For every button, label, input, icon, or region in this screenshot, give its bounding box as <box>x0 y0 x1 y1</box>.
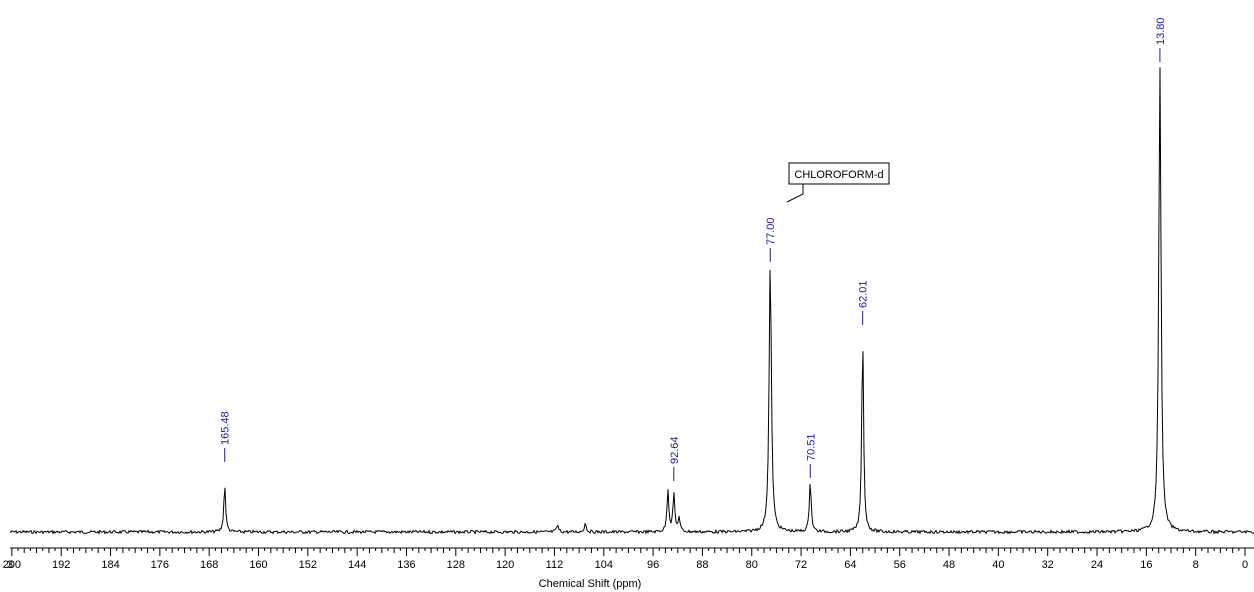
svg-text:165.48: 165.48 <box>220 411 232 445</box>
x-axis-tick-marks <box>11 548 1246 556</box>
x-tick-label: 96 <box>647 559 659 571</box>
x-tick-label: 24 <box>1091 559 1103 571</box>
x-tick-label: 72 <box>795 559 807 571</box>
peak-label: 62.01 <box>858 280 870 325</box>
x-tick-label: 120 <box>496 559 514 571</box>
x-axis-title: Chemical Shift (ppm) <box>539 578 642 590</box>
peak-label: 13.80 <box>1155 17 1167 62</box>
x-tick-label: 80 <box>746 559 758 571</box>
x-tick-label: 88 <box>696 559 708 571</box>
peak-label: 77.00 <box>765 217 777 262</box>
x-tick-label: 112 <box>546 559 564 571</box>
x-tick-label: 152 <box>299 559 317 571</box>
x-tick-label: 32 <box>1042 559 1054 571</box>
solvent-label: CHLOROFORM-d <box>794 169 883 181</box>
svg-text:70.51: 70.51 <box>805 433 817 461</box>
x-tick-label: 56 <box>894 559 906 571</box>
peak-label: 70.51 <box>805 433 817 478</box>
spectrum-line <box>9 67 1254 535</box>
x-tick-label: 200 <box>3 559 21 571</box>
x-tick-label: 136 <box>397 559 415 571</box>
x-tick-label: 40 <box>992 559 1004 571</box>
x-tick-label: 3 <box>7 559 13 571</box>
x-tick-label: 8 <box>1193 559 1199 571</box>
peak-labels: 165.48 92.64 77.00 70.51 62.01 13.80 <box>220 17 1167 481</box>
x-tick-label: 16 <box>1140 559 1152 571</box>
x-tick-label: 128 <box>447 559 465 571</box>
peak-label: 92.64 <box>669 436 681 481</box>
solvent-label-leader <box>786 184 804 203</box>
svg-text:77.00: 77.00 <box>765 217 777 245</box>
solvent-annotation: CHLOROFORM-d <box>786 162 890 203</box>
solvent-label-box <box>788 162 890 185</box>
x-tick-label: 176 <box>151 559 169 571</box>
svg-text:13.80: 13.80 <box>1155 17 1167 45</box>
x-tick-label: 48 <box>943 559 955 571</box>
x-tick-label: 160 <box>249 559 267 571</box>
x-tick-label: 192 <box>52 559 70 571</box>
x-tick-label: 104 <box>595 559 613 571</box>
x-tick-label: 144 <box>348 559 366 571</box>
svg-text:62.01: 62.01 <box>858 280 870 308</box>
x-tick-label: 168 <box>200 559 218 571</box>
x-tick-label: 0 <box>1242 559 1248 571</box>
x-tick-label: 64 <box>844 559 856 571</box>
svg-text:92.64: 92.64 <box>669 436 681 464</box>
peak-label: 165.48 <box>220 411 232 462</box>
x-tick-label: 184 <box>101 559 119 571</box>
